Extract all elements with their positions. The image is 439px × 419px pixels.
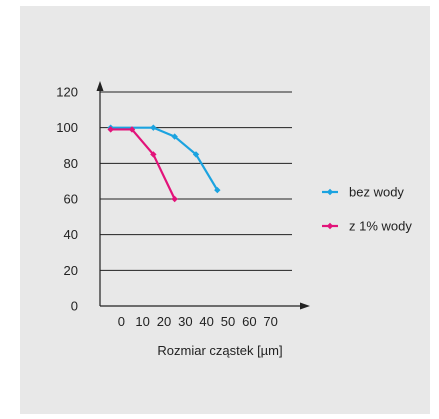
gridlines: [100, 91, 292, 271]
x-tick-label: 60: [242, 314, 256, 329]
x-tick-labels: 0 10 20 30 40 50 60 70: [118, 314, 278, 329]
data-point: [107, 126, 114, 133]
series-line-1: [110, 128, 176, 200]
y-tick-label: 120: [56, 85, 78, 100]
x-tick-label: 50: [221, 314, 235, 329]
y-tick-labels: 0 20 40 60 80 100 120: [56, 85, 78, 314]
x-tick-label: 0: [118, 314, 125, 329]
y-axis-arrow: [96, 81, 104, 91]
legend-label: bez wody: [349, 185, 404, 200]
data-point: [192, 151, 200, 158]
series-line-0: [110, 126, 219, 191]
legend-swatch-marker: [326, 222, 334, 230]
y-tick-label: 20: [64, 263, 78, 278]
legend: bez wody z 1% wody: [322, 185, 412, 234]
data-point: [171, 195, 178, 203]
x-tick-label: 20: [157, 314, 171, 329]
y-tick-label: 60: [64, 192, 78, 207]
legend-label: z 1% wody: [349, 219, 412, 234]
y-tick-label: 80: [64, 156, 78, 171]
data-point: [171, 133, 178, 140]
x-tick-label: 40: [199, 314, 213, 329]
series-group: [107, 124, 221, 203]
axes: [96, 81, 310, 310]
x-tick-label: 30: [178, 314, 192, 329]
y-tick-label: 100: [56, 120, 78, 135]
x-axis-title: Rozmiar cząstek [µm]: [157, 343, 282, 358]
y-tick-label: 0: [71, 299, 78, 314]
chart-panel: 0 20 40 60 80 100 120 0 10 20 30 40 50 60 70 Rozmiar …: [20, 6, 430, 414]
data-point: [150, 151, 157, 158]
y-tick-label: 40: [64, 227, 78, 242]
x-tick-label: 70: [263, 314, 277, 329]
data-point: [214, 186, 221, 194]
legend-swatch-marker: [326, 188, 334, 196]
data-point: [150, 124, 157, 131]
line-chart: 0 20 40 60 80 100 120 0 10 20 30 40 50 60 70 Rozmiar …: [56, 81, 412, 358]
x-axis-arrow: [300, 302, 310, 310]
x-tick-label: 10: [135, 314, 149, 329]
